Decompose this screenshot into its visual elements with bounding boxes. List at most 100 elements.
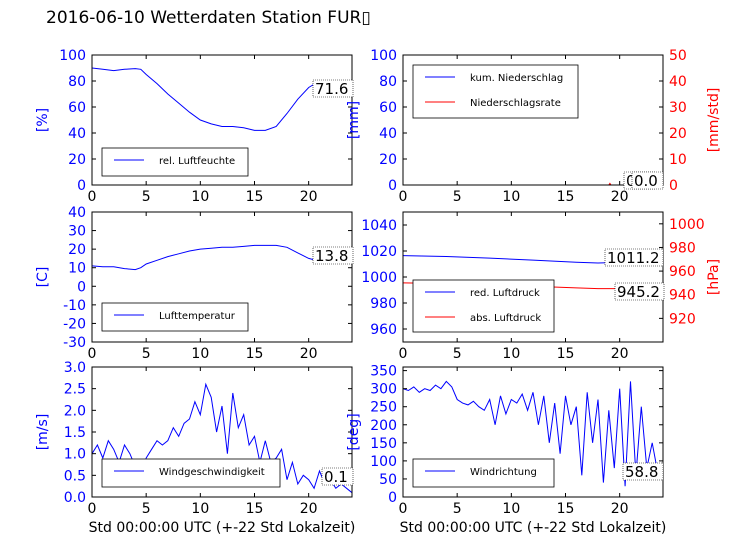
y-tick-label: -30 — [63, 335, 86, 351]
legend-box — [412, 64, 579, 119]
y-right-tick-label: 0 — [669, 178, 678, 194]
y-tick-label: 20 — [68, 242, 86, 258]
x-tick-label: 5 — [142, 501, 151, 517]
panel-4: 0 5 10 15 20 960 980 1000 1020 1040 920 940 960 980 10… — [361, 211, 722, 362]
y-tick-label: 100 — [370, 48, 397, 64]
y-right-tick-label: 920 — [669, 311, 696, 327]
x-tick-label: 15 — [557, 501, 575, 517]
y-axis-label: [mm] — [346, 101, 362, 139]
annotation-box — [622, 462, 664, 481]
x-tick-label: 20 — [300, 346, 318, 362]
legend-box — [101, 147, 249, 177]
annotation-box — [614, 282, 665, 301]
annotation-box — [312, 246, 354, 265]
y-tick-label: -20 — [63, 316, 86, 332]
value-annotation: 1011.2 — [607, 249, 660, 267]
legend-box — [101, 458, 281, 488]
y-tick-label: 40 — [68, 205, 86, 221]
y-tick-label: 10 — [68, 261, 86, 277]
panel-2: 0 5 10 15 20 0 20 40 60 80 100 0 10 20 30 40 50 [mm] [mm/s… — [346, 48, 722, 205]
y-right-axis-label: [hPa] — [706, 259, 722, 295]
x-tick-label: 20 — [611, 189, 629, 205]
y-axis-label: [%] — [35, 108, 51, 132]
x-axis-label: Std 00:00:00 UTC (+-22 Std Lokalzeit) — [89, 520, 356, 536]
y-tick-label: 350 — [370, 364, 397, 380]
y-tick-label: 1020 — [361, 244, 397, 260]
series-line-1 — [92, 244, 352, 271]
y-tick-label: 0 — [77, 178, 86, 194]
x-tick-label: 20 — [300, 189, 318, 205]
x-tick-label: 5 — [453, 501, 462, 517]
panel-3: 0 5 10 15 20 -30 -20 -10 0 10 20 30 40 [C] Lufttempera… — [35, 205, 354, 362]
x-tick-label: 15 — [246, 501, 264, 517]
y-right-tick-label: 10 — [669, 152, 687, 168]
y-right-tick-label: 30 — [669, 100, 687, 116]
value-annotation: 0.0 — [634, 172, 658, 190]
legend-label: Niederschlagsrate — [470, 98, 561, 109]
y-tick-label: 20 — [379, 152, 397, 168]
x-tick-label: 0 — [399, 346, 408, 362]
x-tick-label: 10 — [502, 346, 520, 362]
legend-box — [412, 279, 555, 333]
y-tick-label: 1.0 — [64, 447, 86, 463]
y-right-tick-label: 40 — [669, 74, 687, 90]
x-tick-label: 15 — [557, 346, 575, 362]
annotation-box — [604, 248, 664, 267]
panel-5: 0 5 10 15 20 0.0 0.5 1.0 1.5 2.0 2.5 3.0 [m/s] Std 00… — [35, 360, 355, 536]
legend-label: kum. Niederschlag — [470, 73, 563, 84]
y-tick-label: 30 — [68, 224, 86, 240]
value-annotation: 71.6 — [315, 80, 348, 98]
y-tick-label: 100 — [59, 48, 86, 64]
legend-label: rel. Luftfeuchte — [159, 156, 235, 167]
y-right-tick-label: 50 — [669, 48, 687, 64]
legend-label: Windrichtung — [470, 467, 537, 478]
value-annotation: 13.8 — [315, 247, 348, 265]
y-tick-label: 960 — [370, 322, 397, 338]
legend-label: abs. Luftdruck — [470, 313, 541, 324]
y-tick-label: 300 — [370, 382, 397, 398]
y-tick-label: 100 — [370, 454, 397, 470]
legend-label: Windgeschwindigkeit — [159, 467, 265, 478]
series-line-2 — [403, 182, 663, 185]
y-tick-label: 1040 — [361, 218, 397, 234]
x-tick-label: 10 — [191, 501, 209, 517]
series-line-1 — [403, 380, 663, 487]
y-axis-label: [m/s] — [35, 414, 51, 451]
y-right-tick-label: 960 — [669, 264, 696, 280]
value-annotation: 58.8 — [625, 463, 658, 481]
y-tick-label: 3.0 — [64, 360, 86, 376]
y-axis-label: [deg] — [346, 413, 362, 450]
y-tick-label: 250 — [370, 400, 397, 416]
y-tick-label: 200 — [370, 418, 397, 434]
y-tick-label: 150 — [370, 436, 397, 452]
figure-title: 2016-06-10 Wetterdaten Station FUR▯ — [46, 8, 371, 28]
annotation-box — [631, 171, 664, 190]
x-tick-label: 0 — [88, 501, 97, 517]
y-tick-label: 2.0 — [64, 403, 86, 419]
x-tick-label: 5 — [453, 346, 462, 362]
y-tick-label: 0 — [388, 490, 397, 506]
x-tick-label: 10 — [191, 189, 209, 205]
y-tick-label: 50 — [379, 472, 397, 488]
panel-1: 0 5 10 15 20 0 20 40 60 80 100 [%] rel. Luftfeuchte 7… — [35, 48, 354, 205]
x-tick-label: 0 — [399, 189, 408, 205]
y-tick-label: 80 — [68, 74, 86, 90]
legend-label: Lufttemperatur — [159, 311, 236, 322]
x-tick-label: 20 — [300, 501, 318, 517]
y-tick-label: 980 — [370, 296, 397, 312]
y-tick-label: 40 — [379, 126, 397, 142]
annotation-box — [312, 79, 354, 98]
x-tick-label: 15 — [246, 189, 264, 205]
axes-frame — [402, 54, 664, 186]
y-tick-label: 40 — [68, 126, 86, 142]
value-annotation: 0.1 — [324, 468, 348, 486]
y-tick-label: 0 — [77, 279, 86, 295]
y-right-axis-label: [mm/std] — [706, 88, 722, 153]
axes-frame — [91, 54, 353, 186]
y-right-tick-label: 20 — [669, 126, 687, 142]
x-tick-label: 20 — [611, 501, 629, 517]
y-tick-label: 1.5 — [64, 425, 86, 441]
y-tick-label: 80 — [379, 74, 397, 90]
y-tick-label: 0.5 — [64, 468, 86, 484]
